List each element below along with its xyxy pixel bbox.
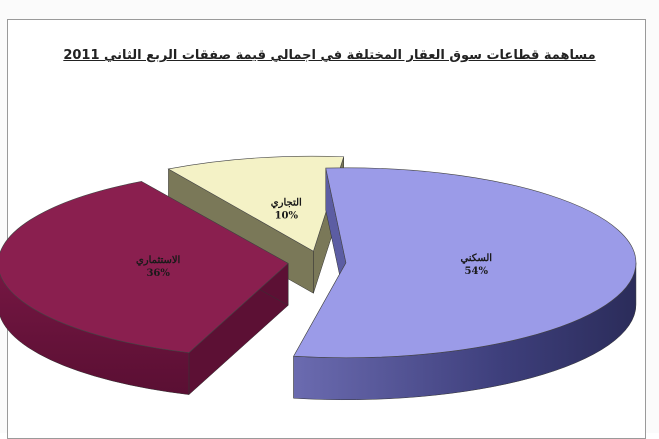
pie-slice-0 xyxy=(293,167,637,401)
slice-label: التجاري xyxy=(271,197,302,208)
pie-slice-top xyxy=(167,155,345,252)
slice-value-label: 36% xyxy=(146,268,170,279)
slice-label: الاستثماري xyxy=(136,255,181,266)
slice-label: السكني xyxy=(460,253,492,264)
slice-value-label: 54% xyxy=(465,266,489,277)
chart-title: مساهمة قطاعات سوق العقار المختلفة في اجم… xyxy=(63,48,596,63)
slice-value-label: 10% xyxy=(275,210,299,221)
pie-slice-top xyxy=(0,181,289,353)
pie-slice-top xyxy=(293,167,637,359)
pie-slice-1 xyxy=(0,180,289,396)
